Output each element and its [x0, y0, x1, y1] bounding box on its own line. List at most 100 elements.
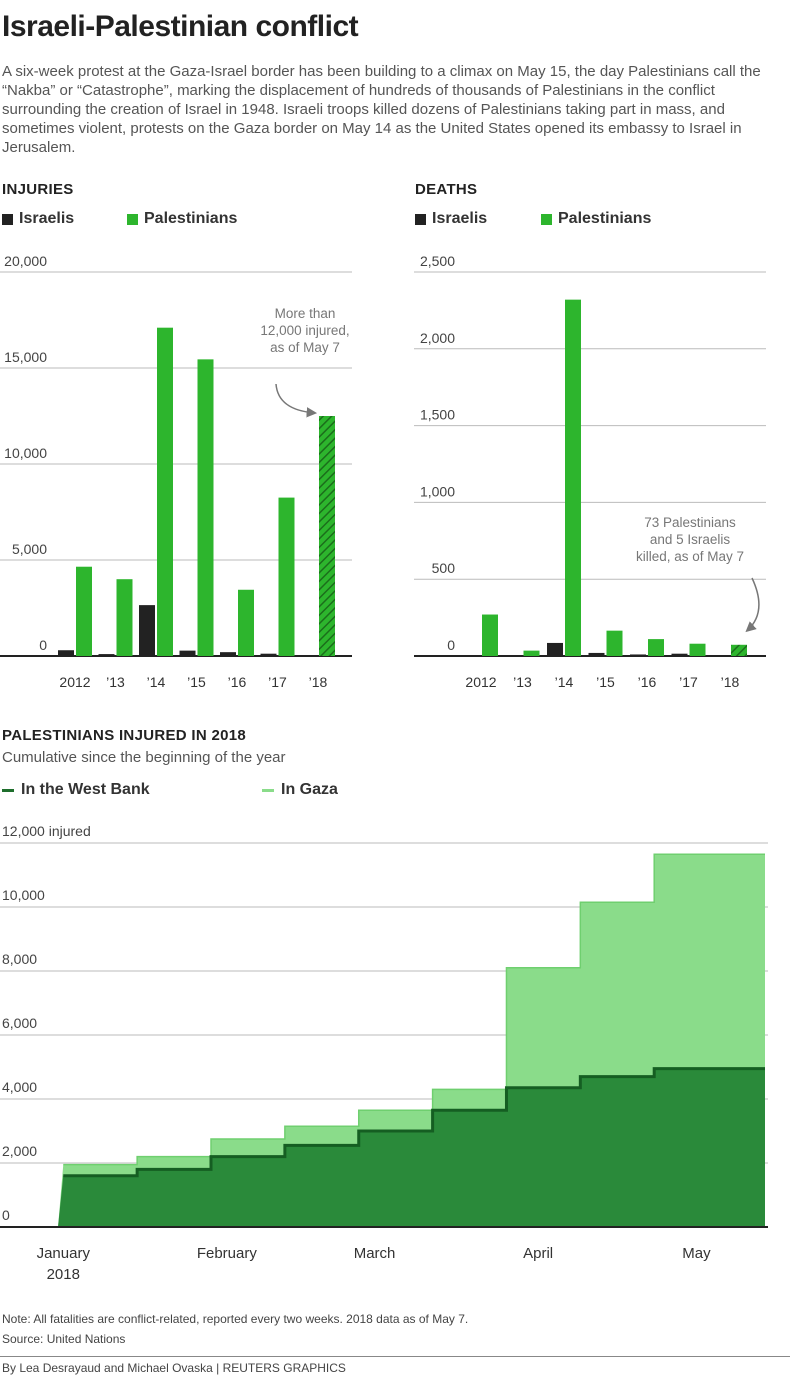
annotation-text: and 5 Israelis: [650, 532, 731, 547]
legend-line-west-bank: [2, 788, 14, 792]
bar-israelis: [301, 655, 317, 656]
legend-swatch-israelis: [415, 213, 426, 225]
byline: By Lea Desrayaud and Michael Ovaska | RE…: [0, 1356, 790, 1375]
x-tick-label: ’17: [679, 674, 698, 690]
y-tick-label: 1,000: [420, 483, 455, 499]
x-tick-label: ’14: [147, 674, 166, 690]
bar-palestinians: [523, 650, 540, 656]
x-tick-sublabel: 2018: [47, 1266, 80, 1283]
y-tick-label: 2,500: [420, 253, 455, 269]
y-tick-label: 10,000: [2, 887, 45, 903]
legend-swatch-israelis: [2, 213, 13, 225]
x-tick-label: March: [354, 1245, 396, 1262]
y-tick-label: 500: [432, 560, 456, 576]
y-tick-label: 5,000: [12, 541, 47, 557]
x-tick-label: ’16: [228, 674, 247, 690]
y-tick-label: 2,000: [2, 1143, 37, 1159]
note-text: Note: All fatalities are conflict-relate…: [2, 1312, 469, 1326]
bar-israelis: [58, 650, 74, 656]
y-tick-label: 12,000 injured: [2, 823, 91, 839]
x-tick-label: ’18: [309, 674, 328, 690]
y-tick-label: 8,000: [2, 951, 37, 967]
y-tick-label: 0: [447, 637, 455, 653]
line-west-bank: [63, 1067, 765, 1178]
bar-israelis: [671, 653, 688, 656]
bar-palestinians: [157, 327, 173, 656]
injuries-chart: 0 5,000 10,000 15,000 20,000 2012 ’13 ’14 ’15 ’16…: [0, 253, 352, 690]
x-tick-label: ’18: [721, 674, 740, 690]
injuries-legend-israelis: Israelis: [2, 210, 74, 228]
x-tick-label: ’15: [596, 674, 615, 690]
bar-israelis: [179, 650, 196, 656]
bar-palestinians: [482, 614, 498, 656]
bar-israelis: [713, 655, 729, 656]
annotation-text: 12,000 injured,: [260, 323, 349, 338]
bar-palestinians: [606, 630, 623, 656]
bar-palestinians: [689, 643, 706, 656]
x-tick-label: ’13: [106, 674, 125, 690]
legend-line-gaza: [262, 788, 274, 792]
y-tick-label: 0: [39, 637, 47, 653]
x-tick-label: April: [523, 1245, 553, 1262]
x-tick-label: May: [682, 1245, 711, 1262]
annotation-text: as of May 7: [270, 340, 340, 355]
annotation-arrow: [275, 383, 318, 418]
cumulative-legend-west-bank: In the West Bank: [2, 781, 150, 799]
area-west-bank: [58, 1068, 765, 1227]
bar-israelis: [220, 652, 236, 656]
legend-label: Palestinians: [144, 210, 238, 227]
y-tick-label: 10,000: [4, 445, 47, 461]
legend-swatch-palestinians: [541, 213, 552, 225]
x-tick-label: January: [37, 1245, 91, 1262]
y-tick-label: 4,000: [2, 1079, 37, 1095]
legend-label: Palestinians: [558, 210, 652, 227]
y-tick-label: 2,000: [420, 330, 455, 346]
x-tick-label: ’13: [513, 674, 532, 690]
bar-israelis: [588, 652, 605, 656]
intro-text: A six-week protest at the Gaza-Israel bo…: [2, 63, 761, 156]
x-tick-label: 2012: [465, 674, 496, 690]
bar-israelis: [547, 642, 563, 656]
bar-palestinians: [648, 639, 664, 656]
annotation-text: More than: [275, 306, 336, 321]
legend-label: In Gaza: [281, 781, 338, 798]
bar-israelis: [464, 655, 480, 656]
annotation-text: killed, as of May 7: [636, 549, 744, 564]
bar-palestinians: [278, 497, 295, 656]
bar-charts: 0 5,000 10,000 15,000 20,000 2012 ’13 ’14 ’15 ’16…: [0, 253, 766, 690]
legend-label: Israelis: [19, 210, 75, 227]
annotation-arrow: [745, 577, 760, 633]
y-tick-label: 0: [2, 1207, 10, 1223]
bar-palestinians: [319, 416, 335, 656]
bar-israelis: [139, 605, 155, 656]
injuries-legend-palestinians: Palestinians: [127, 210, 237, 228]
cumulative-chart: 0 2,000 4,000 6,000 8,000 10,000 12,000 injure…: [0, 823, 768, 1283]
source-text: Source: United Nations: [2, 1332, 126, 1346]
cumulative-title: PALESTINIANS INJURED IN 2018: [2, 727, 247, 744]
bar-israelis: [260, 653, 277, 656]
x-tick-label: ’16: [638, 674, 657, 690]
y-tick-label: 1,500: [420, 407, 455, 423]
x-tick-label: February: [197, 1245, 258, 1262]
legend-label: Israelis: [432, 210, 488, 227]
x-tick-label: ’14: [555, 674, 574, 690]
bar-israelis: [630, 654, 646, 656]
deaths-legend-israelis: Israelis: [415, 210, 487, 228]
y-tick-label: 15,000: [4, 349, 47, 365]
cumulative-subtitle: Cumulative since the beginning of the ye…: [2, 749, 286, 766]
bar-palestinians: [116, 579, 133, 656]
bar-palestinians: [76, 566, 92, 656]
bar-israelis: [98, 654, 115, 656]
bar-palestinians: [197, 359, 214, 656]
deaths-chart: 0 500 1,000 1,500 2,000 2,500 2012 ’13 ’14 ’15 ’16…: [414, 253, 766, 690]
footer: Note: All fatalities are conflict-relate…: [0, 1312, 790, 1352]
legend-swatch-palestinians: [127, 213, 138, 225]
legend-label: In the West Bank: [21, 781, 150, 798]
deaths-legend-palestinians: Palestinians: [541, 210, 651, 228]
y-tick-label: 20,000: [4, 253, 47, 269]
bar-palestinians: [565, 299, 581, 656]
cumulative-legend-gaza: In Gaza: [262, 781, 338, 799]
deaths-title: DEATHS: [415, 181, 478, 198]
page-title: Israeli-Palestinian conflict: [2, 10, 359, 43]
x-tick-label: ’17: [268, 674, 287, 690]
